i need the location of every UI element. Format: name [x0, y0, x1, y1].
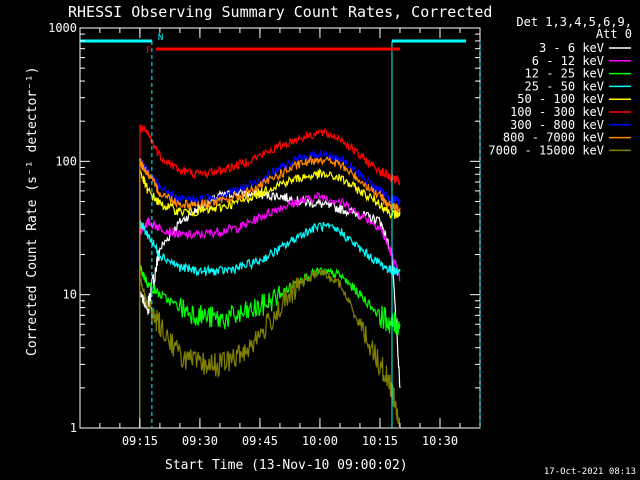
series-line-4	[139, 167, 401, 428]
series-line-2	[139, 264, 401, 428]
series-group	[139, 123, 401, 429]
x-axis: 09:15 09:30 09:45 10:00 10:15 10:30	[99, 28, 461, 448]
flare-label: F	[146, 46, 151, 56]
legend-title-line2: Att 0	[596, 27, 632, 41]
y-axis-label: Corrected Count Rate (s⁻¹ detector⁻¹)	[25, 66, 40, 356]
y-tick-label: 1	[70, 421, 77, 435]
y-axis: 1 10 100 1000	[48, 21, 480, 435]
x-tick-label: 09:15	[122, 434, 158, 448]
legend-label-5: 100 - 300 keV	[510, 105, 604, 119]
series-line-7	[139, 154, 401, 428]
series-line-1	[139, 191, 401, 428]
marker-group: NF	[80, 33, 481, 428]
series-line-8	[139, 268, 401, 429]
x-tick-label: 10:30	[422, 434, 458, 448]
y-tick-label: 1000	[48, 21, 77, 35]
legend-label-4: 50 - 100 keV	[517, 92, 604, 106]
x-tick-label: 10:15	[362, 434, 398, 448]
x-tick-label: 09:30	[182, 434, 218, 448]
night-label: N	[158, 33, 163, 43]
series-line-5	[139, 123, 401, 428]
legend-label-2: 12 - 25 keV	[525, 67, 604, 81]
legend-title-line1: Det 1,3,4,5,6,9,	[516, 15, 632, 29]
legend-label-6: 300 - 800 keV	[510, 118, 604, 132]
legend-label-7: 800 - 7000 keV	[503, 131, 604, 145]
legend-label-8: 7000 - 15000 keV	[488, 143, 604, 157]
x-axis-label: Start Time (13-Nov-10 09:00:02)	[165, 458, 408, 473]
legend-label-0: 3 - 6 keV	[539, 41, 604, 55]
chart-title: RHESSI Observing Summary Count Rates, Co…	[68, 3, 492, 21]
legend-label-1: 6 - 12 keV	[532, 54, 604, 68]
legend-label-3: 25 - 50 keV	[525, 79, 604, 93]
y-tick-label: 100	[55, 154, 77, 168]
series-line-0	[139, 188, 401, 428]
timestamp: 17-Oct-2021 08:13	[544, 467, 636, 477]
x-tick-label: 09:45	[242, 434, 278, 448]
y-tick-label: 10	[63, 288, 77, 302]
series-line-3	[139, 219, 401, 428]
x-tick-label: 10:00	[302, 434, 338, 448]
